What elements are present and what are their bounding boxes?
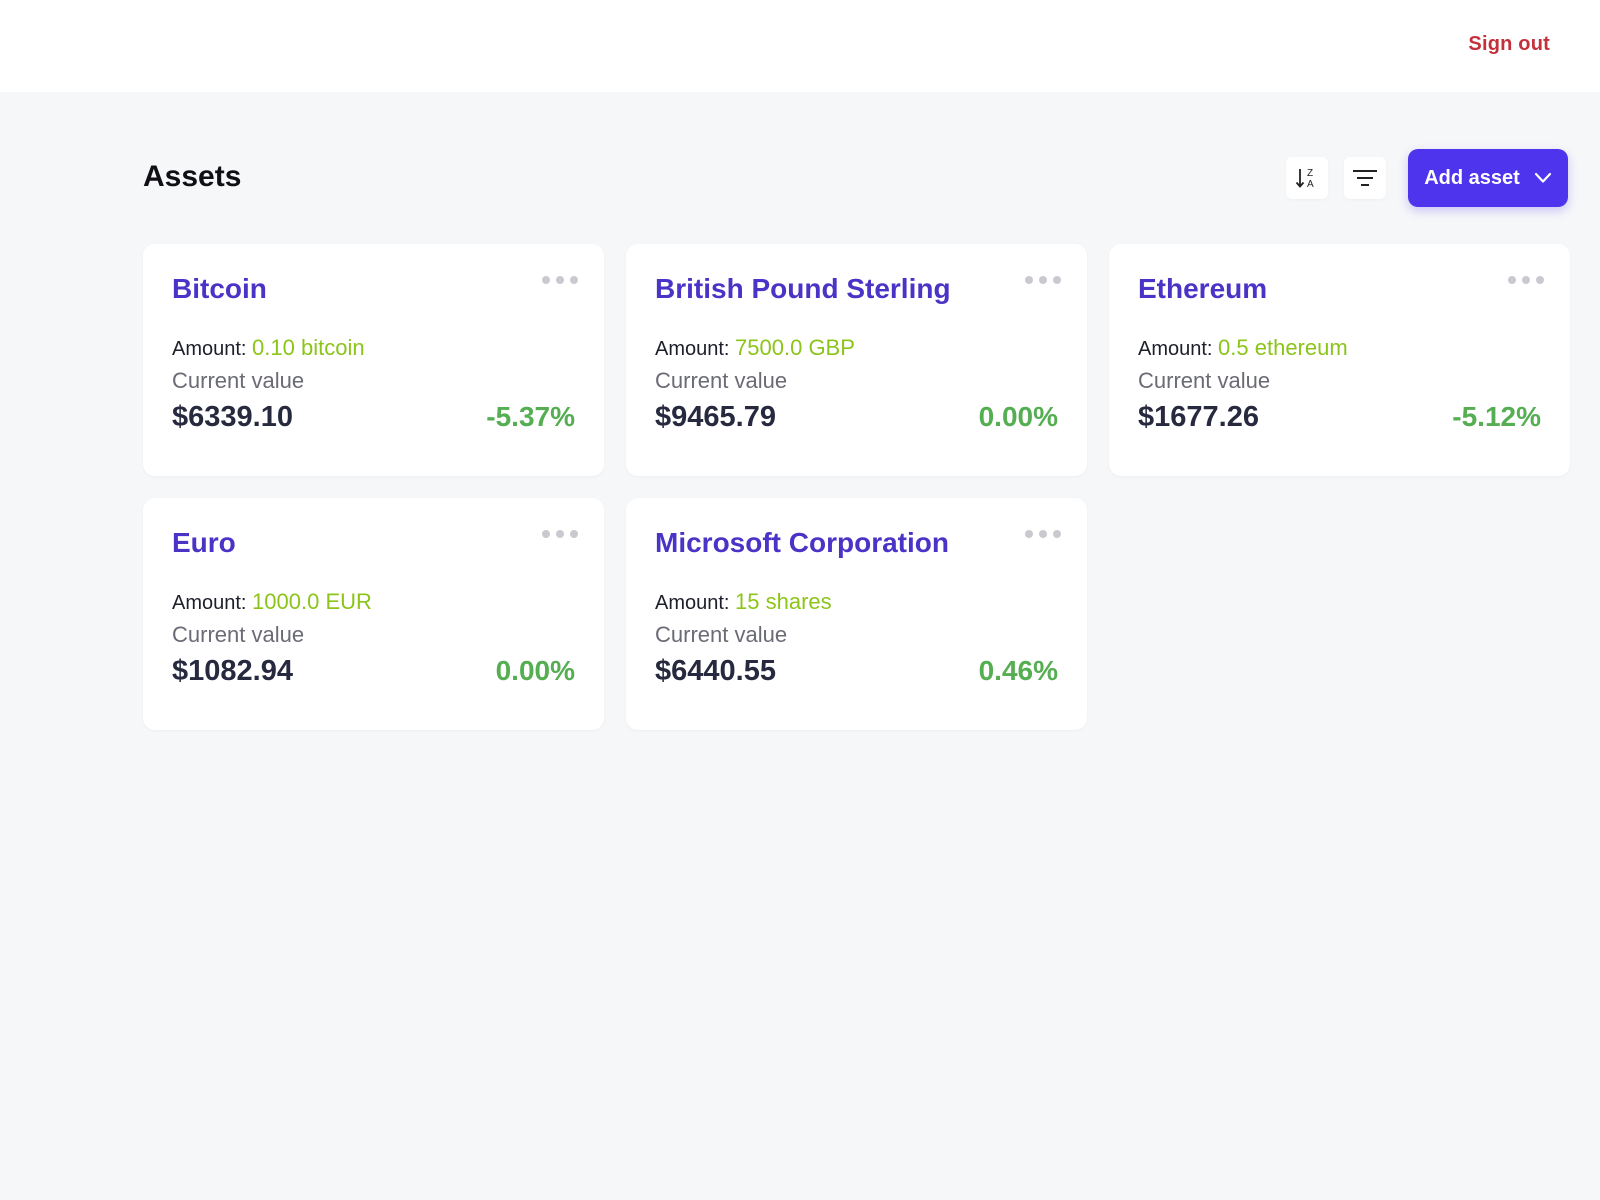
asset-name: Ethereum <box>1138 273 1268 304</box>
current-value: $6339.10 <box>172 400 293 433</box>
current-value: $1082.94 <box>172 654 293 687</box>
page-title: Assets <box>143 160 242 193</box>
amount-value: 15 shares <box>735 588 832 614</box>
change-percent: 0.00% <box>978 400 1058 432</box>
current-value: $6440.55 <box>655 654 776 687</box>
amount-value: 0.10 bitcoin <box>252 334 365 360</box>
current-value: $9465.79 <box>655 400 776 433</box>
asset-name: Euro <box>172 527 236 558</box>
amount-value: 7500.0 GBP <box>735 334 855 360</box>
amount-value: 1000.0 EUR <box>252 588 372 614</box>
top-bar: Sign out <box>0 0 1600 92</box>
svg-text:Z: Z <box>1307 168 1313 179</box>
asset-name: British Pound Sterling <box>655 273 951 304</box>
sort-z-a-icon: Z A <box>1295 168 1314 190</box>
change-percent: 0.00% <box>495 654 575 686</box>
change-percent: 0.46% <box>978 654 1058 686</box>
sign-out-link[interactable]: Sign out <box>1468 33 1550 55</box>
value-row: $1677.26 -5.12% <box>1138 401 1541 434</box>
filter-button[interactable] <box>1344 157 1386 199</box>
asset-card-gbp[interactable]: British Pound Sterling Amount: 7500.0 GB… <box>626 244 1087 476</box>
amount-label: Amount: <box>655 591 730 614</box>
more-options-icon[interactable] <box>540 528 580 540</box>
filter-icon <box>1353 170 1377 186</box>
asset-card-bitcoin[interactable]: Bitcoin Amount: 0.10 bitcoin Current val… <box>143 244 604 476</box>
asset-name: Bitcoin <box>172 273 267 304</box>
svg-text:A: A <box>1307 179 1314 190</box>
amount-row: Amount: 0.10 bitcoin <box>172 334 575 363</box>
sort-button[interactable]: Z A <box>1286 157 1328 199</box>
amount-label: Amount: <box>655 337 730 360</box>
more-options-icon[interactable] <box>1023 528 1063 540</box>
more-options-icon[interactable] <box>1506 274 1546 286</box>
amount-value: 0.5 ethereum <box>1218 334 1348 360</box>
current-value-label: Current value <box>655 367 788 393</box>
more-options-icon[interactable] <box>1023 274 1063 286</box>
value-row: $6440.55 0.46% <box>655 655 1058 688</box>
current-value: $1677.26 <box>1138 400 1259 433</box>
amount-row: Amount: 15 shares <box>655 588 1058 617</box>
change-percent: -5.12% <box>1452 400 1541 432</box>
amount-label: Amount: <box>1138 337 1213 360</box>
current-value-label: Current value <box>1138 367 1271 393</box>
asset-card-ethereum[interactable]: Ethereum Amount: 0.5 ethereum Current va… <box>1109 244 1570 476</box>
chevron-down-icon <box>1534 172 1551 183</box>
current-value-label: Current value <box>172 367 305 393</box>
current-value-label: Current value <box>172 621 305 647</box>
value-row: $1082.94 0.00% <box>172 655 575 688</box>
change-percent: -5.37% <box>486 400 575 432</box>
assets-grid: Bitcoin Amount: 0.10 bitcoin Current val… <box>143 244 1570 730</box>
assets-toolbar: Z A Add asset <box>1286 149 1568 207</box>
amount-row: Amount: 1000.0 EUR <box>172 588 575 617</box>
amount-label: Amount: <box>172 337 247 360</box>
amount-row: Amount: 0.5 ethereum <box>1138 334 1541 363</box>
value-row: $6339.10 -5.37% <box>172 401 575 434</box>
value-row: $9465.79 0.00% <box>655 401 1058 434</box>
amount-row: Amount: 7500.0 GBP <box>655 334 1058 363</box>
add-asset-label: Add asset <box>1424 166 1520 189</box>
more-options-icon[interactable] <box>540 274 580 286</box>
asset-card-euro[interactable]: Euro Amount: 1000.0 EUR Current value $1… <box>143 498 604 730</box>
asset-name: Microsoft Corporation <box>655 527 949 558</box>
add-asset-button[interactable]: Add asset <box>1408 149 1568 207</box>
asset-card-microsoft[interactable]: Microsoft Corporation Amount: 15 shares … <box>626 498 1087 730</box>
current-value-label: Current value <box>655 621 788 647</box>
amount-label: Amount: <box>172 591 247 614</box>
